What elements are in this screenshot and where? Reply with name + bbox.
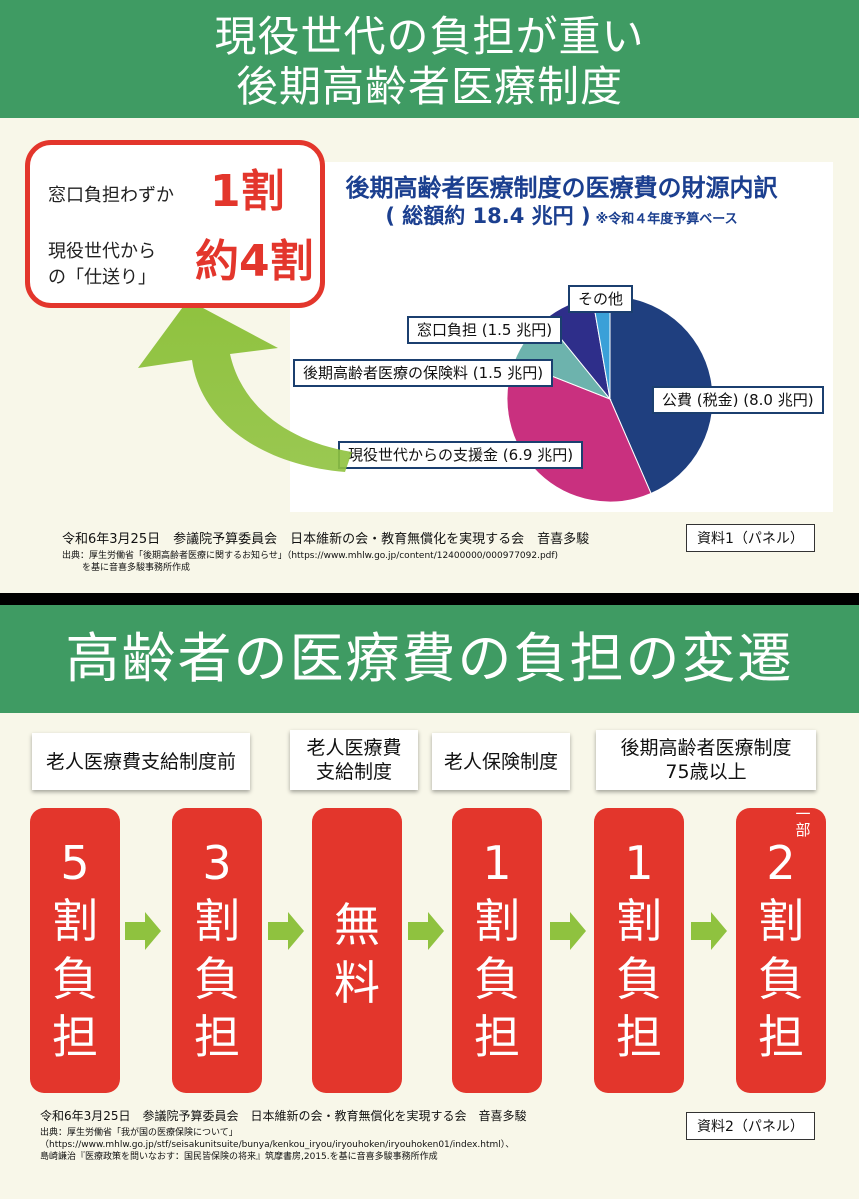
partial-mark: 一部 — [795, 805, 811, 839]
arrow-right-icon — [125, 912, 161, 950]
rate-char: 割 — [474, 894, 520, 948]
stage-elderly-subsidy: 老人医療費 支給制度 — [290, 730, 418, 790]
callout-label-support-line1: 現役世代から — [48, 241, 156, 262]
copay-callout: 窓口負担わずか 1割 現役世代から の「仕送り」 約4割 — [25, 140, 325, 308]
pie-label-premium: 後期高齢者医療の保険料 (1.5 兆円) — [293, 359, 554, 387]
rate-char: 1 — [624, 836, 654, 890]
rate-char: 5 — [60, 836, 90, 890]
slide-1-title-line2: 後期高齢者医療制度 — [235, 62, 623, 111]
rate-char: 1 — [482, 836, 512, 890]
slide-2-source-line2: （https://www.mhlw.go.jp/stf/seisakunitsu… — [40, 1140, 515, 1150]
arrow-right-icon — [550, 912, 586, 950]
slide-2-tag: 資料2（パネル） — [686, 1112, 815, 1140]
curved-arrow-icon — [138, 300, 352, 472]
rate-char: 割 — [616, 894, 662, 948]
arrow-right-icon — [408, 912, 444, 950]
chart-title: 後期高齢者医療制度の医療費の財源内訳 — [345, 174, 778, 202]
pie-label-support: 現役世代からの支援金 (6.9 兆円) — [338, 441, 584, 469]
rate-char: 担 — [758, 1010, 804, 1064]
rate-block-5: 5 割 負 担 — [30, 808, 120, 1093]
slide-1-header: 現役世代の負担が重い 後期高齢者医療制度 — [0, 0, 859, 118]
pie-label-copay: 窓口負担 (1.5 兆円) — [407, 316, 563, 344]
stage-late-elderly: 後期高齢者医療制度 75歳以上 — [596, 730, 816, 790]
stage-before-subsidy: 老人医療費支給制度前 — [32, 733, 250, 790]
slide-1-source-line1: 出典：厚生労働省「後期高齢者医療に関するお知らせ」（https://www.mh… — [62, 551, 559, 561]
stage-elderly-insurance: 老人保険制度 — [432, 733, 570, 790]
slide-2: 高齢者の医療費の負担の変遷 — [0, 605, 859, 1199]
rate-char: 2 — [766, 836, 796, 890]
rate-block-1a: 1 割 負 担 — [452, 808, 542, 1093]
slide-2-footer: 令和6年3月25日 参議院予算委員会 日本維新の会・教育無償化を実現する会 音喜… — [40, 1109, 527, 1123]
rate-char: 割 — [194, 894, 240, 948]
slide-2-title: 高齢者の医療費の負担の変遷 — [65, 627, 794, 690]
callout-label-copay: 窓口負担わずか — [48, 185, 174, 206]
rate-char: 担 — [616, 1010, 662, 1064]
slide-2-source-line3: 島崎謙治『医療政策を問いなおす：国民皆保険の将来』筑摩書房,2015.を基に音喜… — [40, 1152, 438, 1162]
slide-1: 現役世代の負担が重い 後期高齢者医療制度 後期高齢者医療制度の医療費の財源内訳 … — [0, 0, 859, 593]
arrow-right-icon — [691, 912, 727, 950]
rate-block-2: 2 割 負 担 — [736, 808, 826, 1093]
rate-char: 負 — [474, 952, 520, 1006]
slide-1-title-line1: 現役世代の負担が重い — [214, 12, 645, 61]
rate-char: 負 — [616, 952, 662, 1006]
arrow-right-icon — [268, 912, 304, 950]
rate-char: 負 — [194, 952, 240, 1006]
rate-char: 割 — [758, 894, 804, 948]
slide-1-footer: 令和6年3月25日 参議院予算委員会 日本維新の会・教育無償化を実現する会 音喜… — [62, 532, 590, 547]
rate-char: 3 — [202, 836, 232, 890]
rate-char: 担 — [194, 1010, 240, 1064]
rate-char: 担 — [474, 1010, 520, 1064]
slide-1-source-line2: を基に音喜多駿事務所作成 — [82, 563, 191, 573]
callout-value-copay: 1割 — [210, 166, 285, 217]
chart-subtitle: ( 総額約 18.4 兆円 ) — [385, 204, 591, 228]
pie-label-other: その他 — [568, 285, 634, 313]
rate-char: 担 — [52, 1010, 98, 1064]
rate-char: 料 — [334, 956, 380, 1010]
callout-label-support-line2: の「仕送り」 — [48, 267, 156, 288]
rate-block-3: 3 割 負 担 — [172, 808, 262, 1093]
chart-note: ※令和４年度予算ベース — [595, 212, 738, 227]
pie-label-public: 公費 (税金) (8.0 兆円) — [652, 386, 824, 414]
slide-2-source-line1: 出典：厚生労働省「我が国の医療保険について」 — [40, 1128, 238, 1138]
slide-1-tag: 資料1（パネル） — [686, 524, 815, 552]
rate-char: 負 — [52, 952, 98, 1006]
slide-2-header: 高齢者の医療費の負担の変遷 — [0, 605, 859, 713]
callout-value-support: 約4割 — [195, 236, 314, 287]
rate-block-free: 無 料 — [312, 808, 402, 1093]
rate-char: 負 — [758, 952, 804, 1006]
rate-block-1b: 1 割 負 担 — [594, 808, 684, 1093]
rate-char: 割 — [52, 894, 98, 948]
rate-char: 無 — [334, 898, 380, 952]
chart-subtitle-row: ( 総額約 18.4 兆円 ) ※令和４年度予算ベース — [290, 200, 833, 230]
